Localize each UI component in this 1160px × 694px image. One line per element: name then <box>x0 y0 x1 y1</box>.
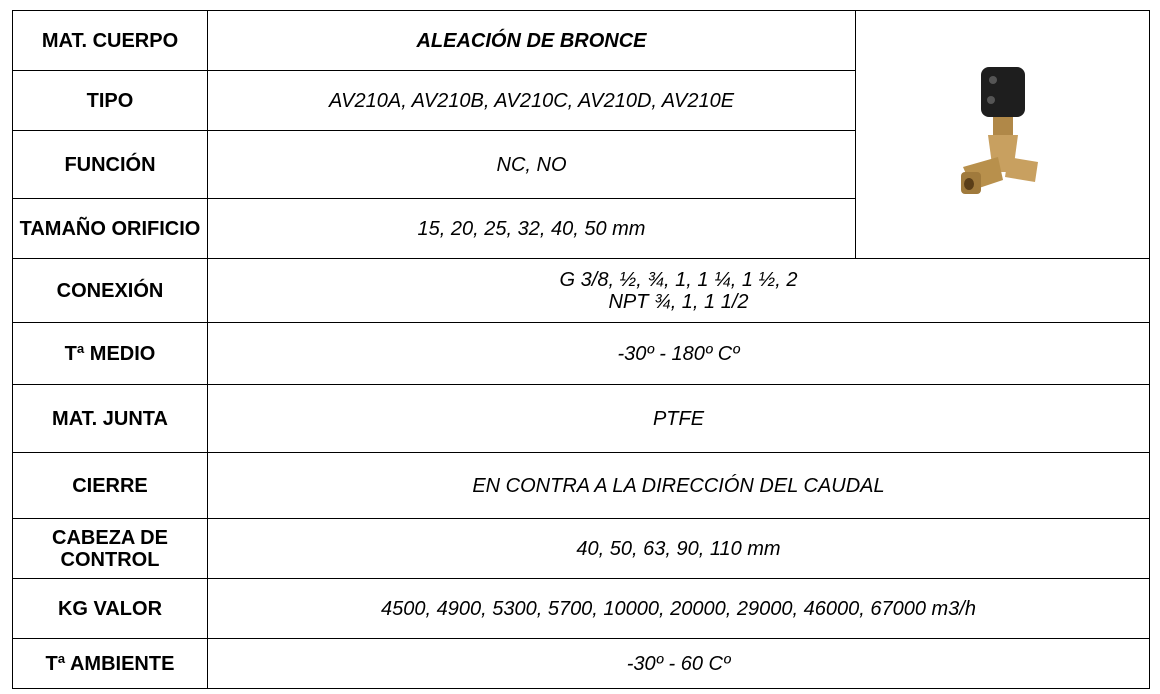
valve-image <box>960 67 1038 194</box>
value-line: ALEACIÓN DE BRONCE <box>416 29 647 52</box>
row-value: -30º - 180º Cº <box>207 322 1150 385</box>
row-value: PTFE <box>207 384 1150 453</box>
table-row: CABEZA DE CONTROL 40, 50, 63, 90, 110 mm <box>12 518 1150 579</box>
row-value: 40, 50, 63, 90, 110 mm <box>207 518 1150 579</box>
value-line: NPT ¾, 1, 1 1/2 <box>608 290 749 313</box>
row-label: CABEZA DE CONTROL <box>12 518 208 579</box>
table-row: CIERRE EN CONTRA A LA DIRECCIÓN DEL CAUDA… <box>12 452 1150 519</box>
value-line: -30º - 180º Cº <box>617 342 740 365</box>
table-row: Tª AMBIENTE -30º - 60 Cº <box>12 638 1150 689</box>
row-label: Tª MEDIO <box>12 322 208 385</box>
row-value: AV210A, AV210B, AV210C, AV210D, AV210E <box>207 70 856 131</box>
row-label: TIPO <box>12 70 208 131</box>
row-value: 15, 20, 25, 32, 40, 50 mm <box>207 198 856 259</box>
table-row: Tª MEDIO -30º - 180º Cº <box>12 322 1150 385</box>
row-value: -30º - 60 Cº <box>207 638 1150 689</box>
spec-table: MAT. CUERPO ALEACIÓN DE BRONCE TIPO AV210A… <box>12 10 1150 689</box>
value-line: G 3/8, ½, ¾, 1, 1 ¼, 1 ½, 2 <box>559 268 798 291</box>
row-label: KG VALOR <box>12 578 208 639</box>
table-row: TAMAÑO ORIFICIO 15, 20, 25, 32, 40, 50 mm <box>12 198 1150 259</box>
value-line: 40, 50, 63, 90, 110 mm <box>576 537 781 560</box>
row-label: TAMAÑO ORIFICIO <box>12 198 208 259</box>
table-row: MAT. JUNTA PTFE <box>12 384 1150 453</box>
table-row: MAT. CUERPO ALEACIÓN DE BRONCE <box>12 10 1150 259</box>
value-line: 15, 20, 25, 32, 40, 50 mm <box>417 217 646 240</box>
row-value: NC, NO <box>207 130 856 199</box>
row-value: G 3/8, ½, ¾, 1, 1 ¼, 1 ½, 2 NPT ¾, 1, 1 1… <box>207 258 1150 323</box>
row-value: 4500, 4900, 5300, 5700, 10000, 20000, 29… <box>207 578 1150 639</box>
row-value: EN CONTRA A LA DIRECCIÓN DEL CAUDAL <box>207 452 1150 519</box>
row-label: MAT. JUNTA <box>12 384 208 453</box>
value-line: AV210A, AV210B, AV210C, AV210D, AV210E <box>328 89 735 112</box>
row-value: ALEACIÓN DE BRONCE <box>207 10 856 71</box>
table-row: CONEXIÓN G 3/8, ½, ¾, 1, 1 ¼, 1 ½, 2 NPT ¾… <box>12 258 1150 323</box>
value-line: PTFE <box>652 407 705 430</box>
table-row: TIPO AV210A, AV210B, AV210C, AV210D, AV21… <box>12 70 1150 131</box>
row-label: CONEXIÓN <box>12 258 208 323</box>
row-label: FUNCIÓN <box>12 130 208 199</box>
value-line: EN CONTRA A LA DIRECCIÓN DEL CAUDAL <box>472 474 885 497</box>
table-row: KG VALOR 4500, 4900, 5300, 5700, 10000, 2… <box>12 578 1150 639</box>
value-line: 4500, 4900, 5300, 5700, 10000, 20000, 29… <box>381 597 976 620</box>
image-cell <box>855 10 1150 259</box>
row-label: MAT. CUERPO <box>12 10 208 71</box>
row-label: CIERRE <box>12 452 208 519</box>
row-label: Tª AMBIENTE <box>12 638 208 689</box>
table-row: FUNCIÓN NC, NO <box>12 130 1150 199</box>
value-line: NC, NO <box>496 153 567 176</box>
value-line: -30º - 60 Cº <box>626 652 731 675</box>
